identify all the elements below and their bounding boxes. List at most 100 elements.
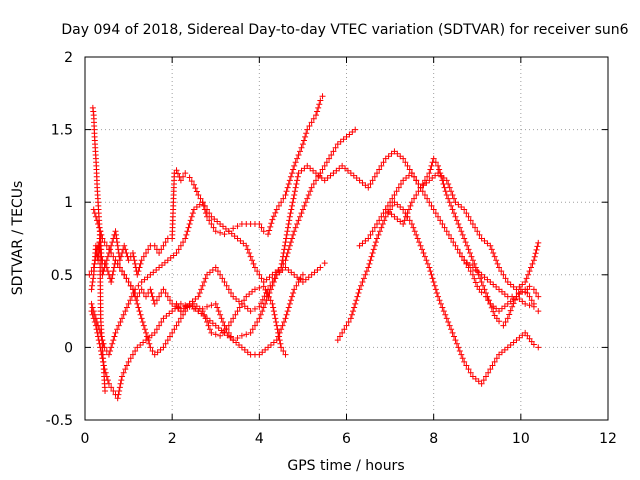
- data-point: [182, 303, 189, 310]
- data-point: [378, 224, 385, 231]
- data-point: [115, 391, 122, 398]
- data-point: [304, 126, 311, 133]
- data-point: [122, 246, 129, 253]
- data-point: [121, 271, 128, 278]
- data-point: [267, 297, 274, 304]
- data-point: [91, 260, 98, 267]
- data-point: [353, 297, 360, 304]
- data-point: [365, 235, 372, 242]
- data-point: [246, 250, 253, 257]
- data-point: [283, 311, 290, 318]
- data-point: [149, 348, 156, 355]
- data-point: [427, 166, 434, 173]
- data-point: [446, 199, 453, 206]
- data-point: [129, 286, 136, 293]
- data-point: [488, 246, 495, 253]
- data-point: [289, 170, 296, 177]
- data-point: [482, 373, 489, 380]
- data-point: [445, 318, 452, 325]
- data-point: [341, 326, 348, 333]
- data-point: [127, 355, 134, 362]
- data-point: [458, 228, 465, 235]
- x-tick-label: 6: [342, 431, 351, 447]
- data-point: [223, 282, 230, 289]
- data-point: [319, 166, 326, 173]
- data-point: [417, 184, 424, 191]
- data-point: [362, 271, 369, 278]
- data-point: [439, 220, 446, 227]
- data-point: [283, 188, 290, 195]
- data-point: [306, 122, 313, 129]
- data-point: [204, 318, 211, 325]
- data-point: [151, 300, 158, 307]
- data-point: [234, 223, 241, 230]
- data-point: [504, 315, 511, 322]
- data-point: [180, 239, 187, 246]
- data-point: [426, 199, 433, 206]
- data-point: [446, 322, 453, 329]
- data-point: [472, 264, 479, 271]
- data-point: [280, 260, 287, 267]
- data-point: [125, 279, 132, 286]
- data-point: [206, 210, 213, 217]
- data-point: [125, 300, 132, 307]
- data-point: [145, 246, 152, 253]
- data-point: [110, 387, 117, 394]
- data-point: [438, 173, 445, 180]
- data-point: [270, 304, 277, 311]
- data-point: [276, 337, 283, 344]
- data-point: [334, 337, 341, 344]
- data-point: [283, 235, 290, 242]
- data-point: [264, 290, 271, 297]
- data-point: [526, 293, 533, 300]
- data-point: [303, 130, 310, 137]
- data-point: [289, 202, 296, 209]
- data-point: [188, 178, 195, 185]
- data-point: [478, 279, 485, 286]
- data-point: [160, 242, 167, 249]
- data-point: [356, 286, 363, 293]
- data-point: [127, 297, 134, 304]
- data-point: [360, 275, 367, 282]
- data-point: [284, 184, 291, 191]
- data-point: [461, 257, 468, 264]
- y-tick-label: 0: [64, 340, 73, 356]
- data-point: [136, 264, 143, 271]
- data-point: [136, 308, 143, 315]
- data-point: [123, 304, 130, 311]
- data-point: [131, 257, 138, 264]
- data-point: [219, 275, 226, 282]
- data-point: [433, 289, 440, 296]
- data-point: [395, 184, 402, 191]
- data-point: [294, 155, 301, 162]
- data-point: [406, 217, 413, 224]
- data-point: [258, 224, 265, 231]
- chart-title: Day 094 of 2018, Sidereal Day-to-day VTE…: [61, 22, 628, 38]
- data-point: [481, 286, 488, 293]
- data-point: [272, 275, 279, 282]
- data-point: [180, 173, 187, 180]
- data-point: [250, 260, 257, 267]
- data-point: [355, 289, 362, 296]
- data-point: [482, 293, 489, 300]
- data-point: [156, 250, 163, 257]
- data-point: [269, 282, 276, 289]
- data-point: [103, 264, 110, 271]
- data-point: [437, 300, 444, 307]
- data-point: [358, 282, 365, 289]
- data-point: [283, 253, 290, 260]
- data-point: [298, 210, 305, 217]
- data-point: [437, 217, 444, 224]
- data-point: [86, 271, 93, 278]
- y-tick-labels: -0.5 0 0.5 1 1.5 2: [46, 50, 73, 429]
- data-point: [459, 355, 466, 362]
- data-point: [121, 242, 128, 249]
- data-point: [417, 242, 424, 249]
- data-point: [297, 275, 304, 282]
- data-point: [117, 253, 124, 260]
- data-point: [450, 239, 457, 246]
- data-point: [297, 213, 304, 220]
- data-point: [288, 206, 295, 213]
- data-point: [116, 387, 123, 394]
